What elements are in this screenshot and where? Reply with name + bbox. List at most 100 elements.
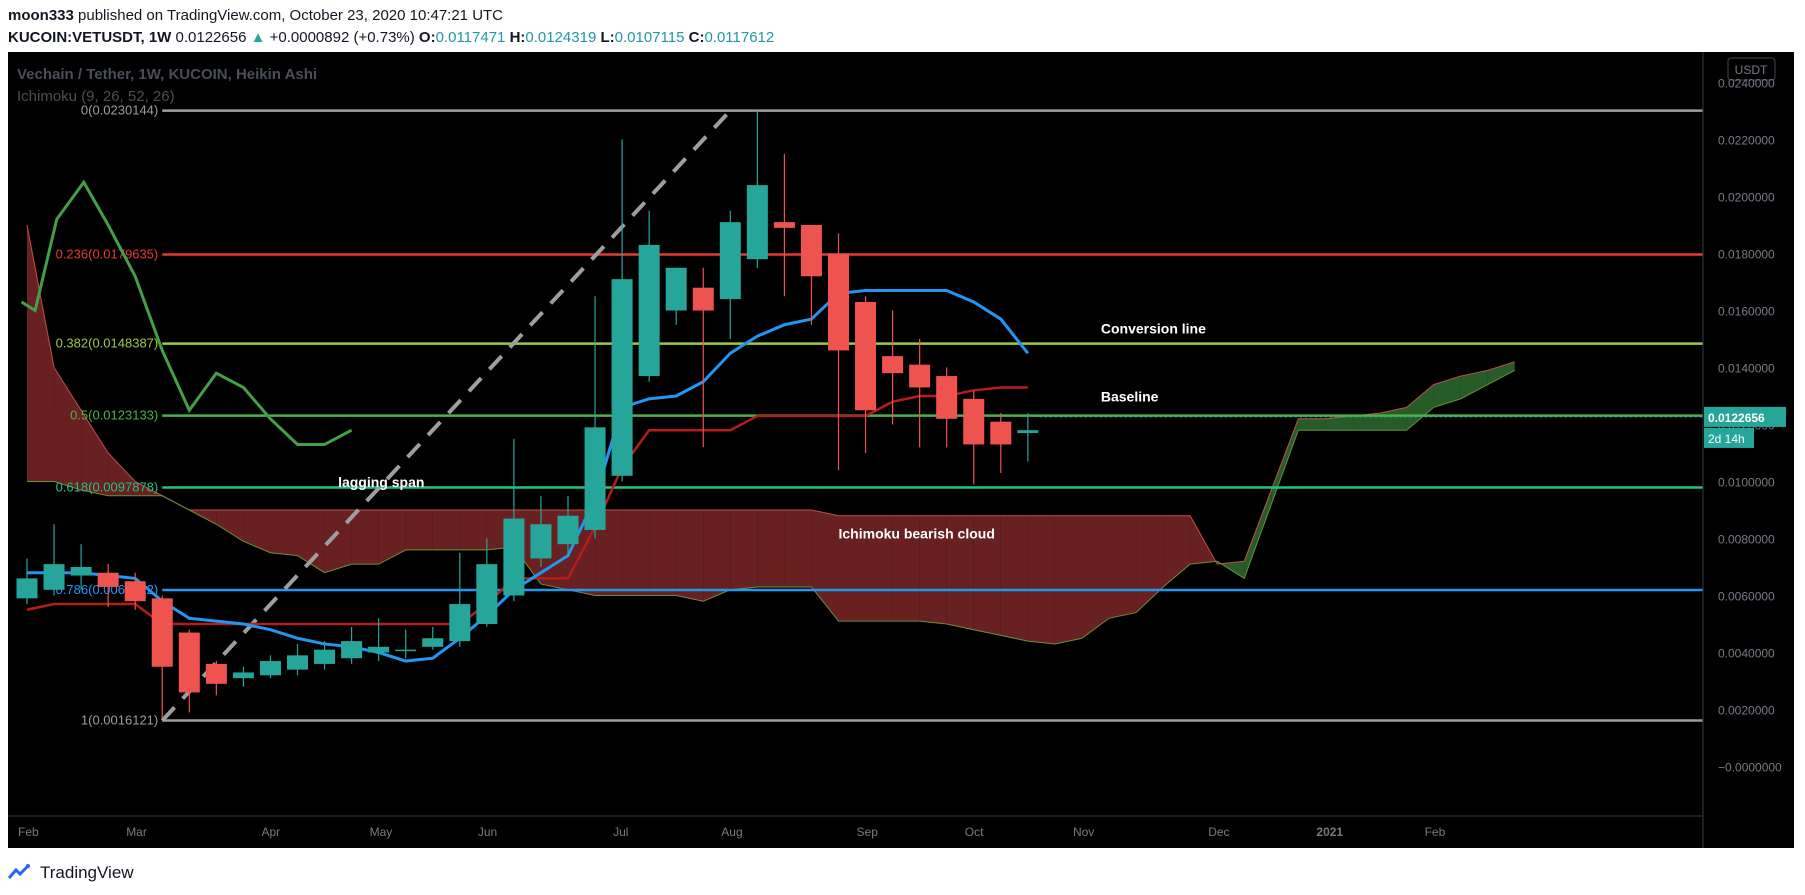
time-tick-label: Sep — [857, 825, 879, 839]
tradingview-logo-icon — [8, 864, 30, 879]
cloud-segment — [838, 515, 866, 622]
open-value: 0.0117471 — [435, 29, 506, 46]
symbol-line: KUCOIN:VETUSDT, 1W 0.0122656 ▲ +0.000089… — [8, 29, 774, 46]
cloud-segment — [1027, 515, 1055, 644]
time-axis[interactable]: Feb Mar Apr May Jun Jul Aug Sep Oct Nov Dec 2021 Feb — [18, 825, 1446, 839]
candle-body — [395, 649, 417, 652]
cloud-segment — [1352, 413, 1380, 431]
cloud-segment — [1433, 376, 1461, 408]
price-axis[interactable]: USDT −0.0000000 0.0020000 0.0040000 0.00600… — [8, 52, 1786, 848]
candle-body — [773, 222, 795, 228]
cloud-segment — [1325, 415, 1353, 431]
candle-body — [800, 225, 822, 277]
candle-body — [314, 649, 336, 664]
cloud-segment — [1000, 515, 1028, 642]
cloud-segment — [1298, 418, 1326, 431]
cloud-segment — [1460, 370, 1488, 399]
high-value: 0.0124319 — [525, 29, 597, 46]
currency-badge[interactable] — [1727, 57, 1776, 81]
cloud-segment — [378, 510, 406, 565]
price-tick-label: 0.0160000 — [1718, 305, 1775, 319]
candle-body — [638, 244, 660, 377]
time-tick-label: Feb — [1425, 825, 1446, 839]
cloud-segment — [784, 510, 812, 587]
candle-body — [151, 598, 173, 667]
price-tick-label: 0.0080000 — [1718, 533, 1775, 547]
candle-body — [828, 253, 849, 351]
candle-body — [665, 267, 687, 311]
fib-level-label: 0.5(0.0123133) — [70, 408, 158, 423]
close-value: 0.0117612 — [704, 29, 775, 46]
candle-body — [503, 518, 525, 596]
chart-annotation: Conversion line — [1101, 320, 1206, 336]
cloud-segment — [405, 510, 433, 550]
legend-indicator: Ichimoku (9, 26, 52, 26) — [17, 88, 175, 105]
candle-body — [97, 572, 119, 587]
candle-body — [963, 398, 985, 445]
baseline-line — [26, 386, 1028, 626]
chart-legend: Vechain / Tether, 1W, KUCOIN, Heikin Ash… — [17, 66, 317, 105]
fib-level-label: 0.382(0.0148387) — [56, 336, 159, 351]
cloud-segment — [811, 510, 839, 622]
price-tick-label: 0.0020000 — [1718, 704, 1775, 718]
chart-background — [8, 52, 1794, 848]
price-tick-label: −0.0000000 — [1718, 761, 1782, 775]
cloud-segment — [1109, 515, 1137, 619]
cloud-segment — [1244, 490, 1272, 579]
time-tick-label: 2021 — [1316, 825, 1343, 839]
time-tick-label: Jul — [613, 825, 628, 839]
cloud-segment — [1379, 407, 1407, 431]
time-tick-label: Aug — [721, 825, 742, 839]
price-tick-label: 0.0040000 — [1718, 647, 1775, 661]
high-label: H: — [509, 29, 526, 46]
author-name[interactable]: moon333 — [8, 7, 74, 24]
cloud-segment — [81, 410, 109, 496]
price-tick-label: 0.0140000 — [1718, 362, 1775, 376]
price-tick-label: 0.0100000 — [1718, 476, 1775, 490]
candle-body — [287, 655, 308, 670]
candle-body — [368, 646, 390, 653]
last-price: 0.0122656 — [175, 29, 247, 46]
candle-body — [178, 632, 200, 693]
candle-body — [692, 287, 714, 311]
candle-body — [43, 564, 65, 590]
price-change: +0.0000892 (+0.73%) — [269, 29, 415, 46]
cloud-segment — [351, 510, 379, 565]
publish-line: moon333 published on TradingView.com, Oc… — [8, 7, 503, 24]
candle-body — [476, 564, 498, 624]
up-arrow-icon: ▲ — [250, 29, 266, 46]
time-tick-label: May — [370, 825, 393, 839]
candle-body — [990, 421, 1012, 445]
price-tick-label: 0.0240000 — [1718, 77, 1775, 91]
chart-header: moon333 published on TradingView.com, Oc… — [0, 0, 1805, 52]
last-price-label: 0.0122656 — [1708, 411, 1765, 425]
cloud-segment — [703, 510, 731, 602]
price-tick-label: 0.0200000 — [1718, 191, 1775, 205]
cloud-segment — [432, 510, 460, 550]
candle-body — [530, 524, 552, 559]
cloud-segment — [595, 510, 623, 596]
candle-body — [1017, 430, 1039, 434]
candle-body — [70, 567, 92, 576]
fib-level-label: 0.618(0.0097878) — [56, 480, 159, 495]
cloud-segment — [27, 225, 55, 482]
cloud-segment — [459, 510, 487, 550]
candle-body — [719, 222, 741, 300]
cloud-segment — [1487, 361, 1515, 385]
candle-body — [584, 427, 606, 530]
chart-annotation: lagging span — [338, 474, 424, 490]
time-tick-label: Apr — [261, 825, 280, 839]
time-tick-label: Dec — [1208, 825, 1229, 839]
trend-line-layer — [160, 109, 732, 722]
cloud-segment — [730, 510, 758, 590]
countdown-marker — [1704, 427, 1754, 448]
cloud-segment — [108, 453, 136, 496]
cloud-segment — [973, 515, 1001, 636]
candle-body — [124, 581, 146, 602]
price-chart[interactable]: 0(0.0230144) 0.236(0.0179635) 0.382(0.0148… — [8, 52, 1794, 848]
leading-span-b — [27, 369, 1515, 645]
time-tick-label: Nov — [1073, 825, 1094, 839]
last-price-marker — [1704, 406, 1786, 427]
fibonacci-retracement[interactable]: 0(0.0230144) 0.236(0.0179635) 0.382(0.0148… — [56, 103, 1703, 728]
fib-level-label: 0(0.0230144) — [81, 103, 158, 118]
